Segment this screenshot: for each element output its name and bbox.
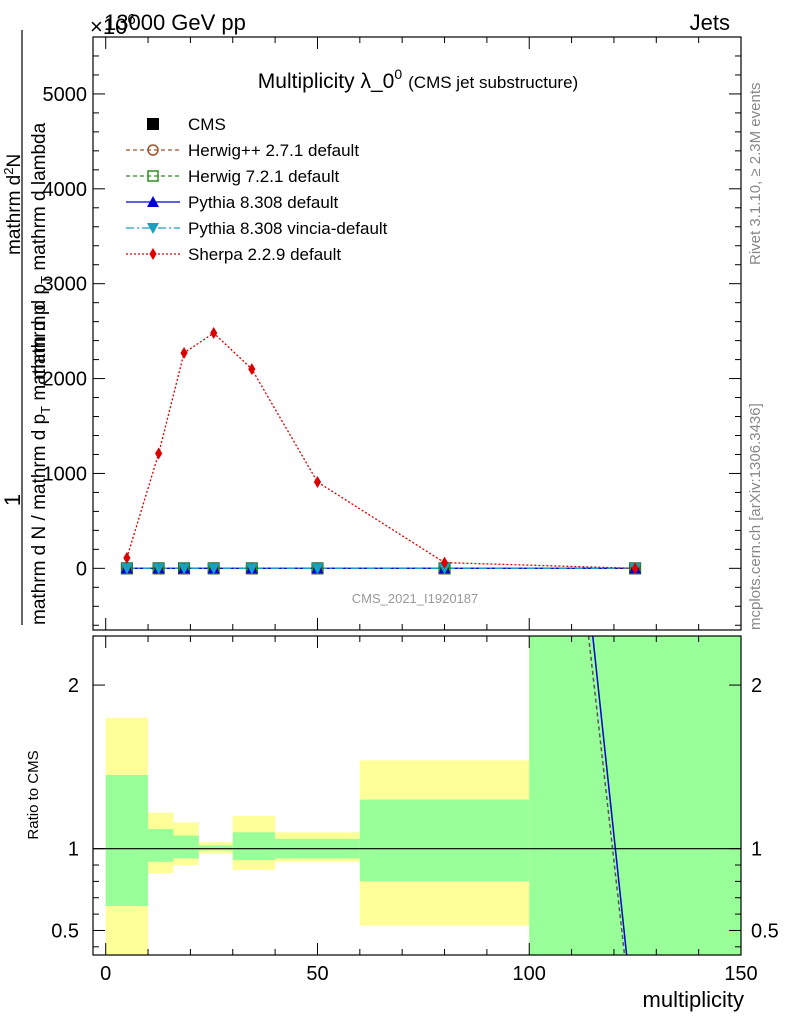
marker-triangle-down xyxy=(438,563,451,575)
ratio-band-inner xyxy=(148,829,174,862)
ratio-panel: 0.5 0.5 1 1 2 2 0 50 100 150 xyxy=(51,635,779,985)
mcplots-label: mcplots.cern.ch [arXiv:1306.3436] xyxy=(747,403,764,630)
main-ytick-label: 1000 xyxy=(43,463,88,485)
ratio-frame xyxy=(92,635,742,956)
ratio-ylabel: Ratio to CMS xyxy=(25,750,42,839)
marker-triangle-down xyxy=(178,563,191,575)
marker-triangle-down xyxy=(311,563,324,575)
chart-title: Multiplicity λ_00 (CMS jet substructure) xyxy=(258,66,578,93)
exponent-label: ×106 xyxy=(90,11,136,39)
ratio-band-inner xyxy=(529,636,741,955)
marker-diamond xyxy=(149,248,157,260)
x-axis-label: multiplicity xyxy=(643,987,744,1012)
legend-label: Herwig++ 2.7.1 default xyxy=(188,141,359,160)
legend-label: Pythia 8.308 default xyxy=(188,193,339,212)
ratio-ytick-label: 0.5 xyxy=(51,920,79,942)
marker-diamond xyxy=(313,475,322,488)
ylabel-frac-bottom: mathrm d pT mathrm d lambda xyxy=(29,122,53,380)
marker-diamond xyxy=(440,556,449,569)
x-tick-label: 50 xyxy=(306,963,328,985)
ratio-ytick-label: 1 xyxy=(751,839,762,861)
marker-diamond xyxy=(631,562,639,575)
marker-triangle-down xyxy=(147,223,159,234)
x-tick-label: 150 xyxy=(724,963,757,985)
series-line xyxy=(126,332,636,569)
ratio-band-inner xyxy=(232,832,276,861)
main-ytick-label: 0 xyxy=(76,558,87,580)
marker-triangle-up xyxy=(147,196,159,207)
ylabel-one: 1 xyxy=(0,494,25,506)
main-ytick-label: 3000 xyxy=(43,274,88,296)
marker-square xyxy=(147,118,159,130)
ratio-band-inner xyxy=(198,845,233,851)
main-ytick-label: 2000 xyxy=(43,369,88,391)
ratio-band-inner xyxy=(105,775,149,906)
marker-triangle-down xyxy=(152,563,165,575)
ratio-ytick-label: 2 xyxy=(68,675,79,697)
marker-diamond xyxy=(210,327,218,340)
legend-label: Herwig 7.2.1 default xyxy=(188,167,339,186)
process-label: Jets xyxy=(690,10,730,35)
main-frame xyxy=(92,36,742,631)
ratio-ytick-label: 2 xyxy=(751,675,762,697)
legend: CMS Herwig++ 2.7.1 default Herwig 7.2.1 de… xyxy=(126,115,388,264)
ratio-line xyxy=(592,635,628,956)
marker-diamond xyxy=(248,363,256,376)
x-tick-label: 100 xyxy=(513,963,546,985)
marker-triangle-down xyxy=(120,563,133,575)
ratio-ytick-label: 1 xyxy=(68,839,79,861)
main-ytick-label: 4000 xyxy=(43,179,88,201)
marker-open-circle xyxy=(147,144,159,156)
marker-triangle-down xyxy=(245,563,258,575)
main-panel: 0 1000 2000 3000 4000 5000 xyxy=(43,36,742,631)
main-ytick-label: 5000 xyxy=(43,84,88,106)
ratio-line xyxy=(587,635,626,956)
marker-diamond xyxy=(123,551,131,564)
marker-open-square xyxy=(147,170,159,182)
marker-diamond xyxy=(155,447,163,460)
rivet-label: Rivet 3.1.10, ≥ 2.3M events xyxy=(747,83,764,266)
legend-label: Sherpa 2.2.9 default xyxy=(188,245,341,264)
main-ylabel: 1 mathrm d N / mathrm d pT mathrm d p ma… xyxy=(0,30,53,625)
ratio-band-inner xyxy=(173,835,199,859)
ratio-band-inner xyxy=(359,799,530,882)
marker-triangle-down xyxy=(207,563,220,575)
ylabel-denominator: mathrm d N / mathrm d pT mathrm d p xyxy=(29,305,53,626)
analysis-watermark: CMS_2021_I1920187 xyxy=(352,591,479,606)
energy-label: 13000 GeV pp xyxy=(104,10,246,35)
ylabel-frac-top: mathrm d2N xyxy=(1,154,25,255)
legend-label: Pythia 8.308 vincia-default xyxy=(188,219,388,238)
legend-label: CMS xyxy=(188,115,226,134)
x-tick-label: 0 xyxy=(100,963,111,985)
ratio-ytick-label: 0.5 xyxy=(751,920,779,942)
marker-diamond xyxy=(180,346,188,359)
